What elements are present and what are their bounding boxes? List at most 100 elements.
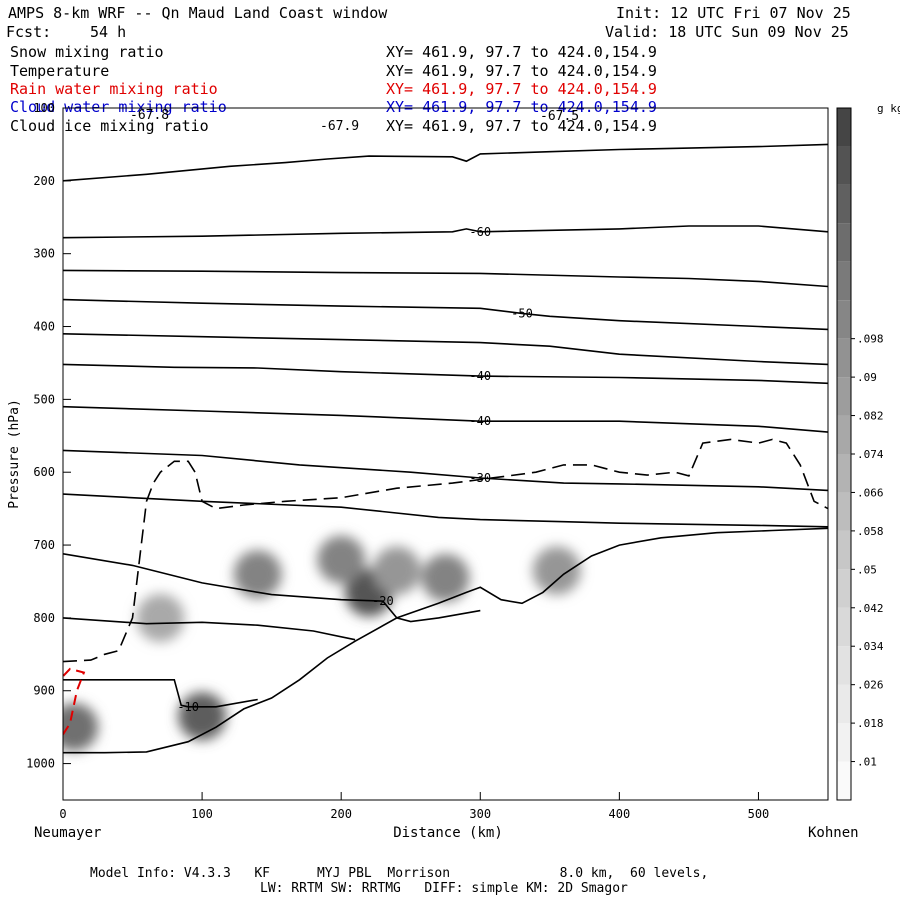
colorbar-swatch-0 <box>837 761 851 800</box>
temperature-contour-5 <box>63 363 828 385</box>
colorbar-tick-label-1: .018 <box>857 717 884 730</box>
temperature-contour-0 <box>63 143 828 182</box>
colorbar-swatch-17 <box>837 108 851 147</box>
colorbar-unit: g kg⁻¹ <box>877 102 900 115</box>
forecast-hour: 54 h <box>90 23 127 41</box>
chart-title: AMPS 8-km WRF -- Qn Maud Land Coast wind… <box>8 4 388 22</box>
rain-dashed-contour <box>63 667 86 735</box>
colorbar-tick-label-7: .066 <box>857 486 884 499</box>
temperature-contour-8 <box>63 493 828 528</box>
field-name-rain: Rain water mixing ratio <box>10 80 218 98</box>
temperature-contour-9 <box>63 553 481 623</box>
y-axis-label: Pressure (hPa) <box>7 399 22 509</box>
left-endpoint-label: Neumayer <box>34 825 101 841</box>
contour-label-7: -30 <box>469 471 491 485</box>
field-name-cloud-water: Cloud water mixing ratio <box>10 98 227 116</box>
cloud-ice-shade-3 <box>136 593 185 642</box>
temperature-contour-7 <box>63 449 828 492</box>
x-axis-label: Distance (km) <box>393 825 503 841</box>
colorbar-tick-label-2: .026 <box>857 679 884 692</box>
contour-label-top-right: -67.5 <box>540 109 580 124</box>
colorbar-tick-label-8: .074 <box>857 448 884 461</box>
x-tick-label-300: 300 <box>469 807 491 821</box>
contour-label-1: -60 <box>469 225 491 239</box>
temperature-contour-11 <box>63 678 258 708</box>
colorbar-tick-label-9: .082 <box>857 410 884 423</box>
colorbar-swatch-5 <box>837 569 851 608</box>
colorbar-tick-label-4: .042 <box>857 602 884 615</box>
cloud-ice-shade-5 <box>317 535 366 584</box>
valid-time: Valid: 18 UTC Sun 09 Nov 25 <box>605 23 849 41</box>
model-info-line2: LW: RRTM SW: RRTMG DIFF: simple KM: 2D S… <box>260 881 628 896</box>
snow-dashed-contour <box>63 438 828 663</box>
plot-frame <box>62 107 829 801</box>
field-xy-cloud-ice: XY= 461.9, 97.7 to 424.0,154.9 <box>386 117 657 135</box>
x-tick-label-100: 100 <box>191 807 213 821</box>
y-tick-label-300: 300 <box>33 247 55 261</box>
colorbar-tick-label-11: .098 <box>857 333 884 346</box>
colorbar-tick-label-5: .05 <box>857 563 877 576</box>
field-xy-snow: XY= 461.9, 97.7 to 424.0,154.9 <box>386 43 657 61</box>
x-tick-label-500: 500 <box>748 807 770 821</box>
y-tick-label-500: 500 <box>33 392 55 406</box>
model-info-line1: Model Info: V4.3.3 KF MYJ PBL Morrison 8… <box>90 866 709 881</box>
colorbar-swatch-2 <box>837 684 851 724</box>
y-tick-label-1000: 1000 <box>26 757 55 771</box>
field-name-snow: Snow mixing ratio <box>10 43 164 61</box>
colorbar-swatch-9 <box>837 415 851 454</box>
colorbar-swatch-10 <box>837 377 851 416</box>
cloud-ice-shade-6 <box>372 546 421 595</box>
x-tick-label-400: 400 <box>609 807 631 821</box>
terrain-line <box>63 527 828 754</box>
cloud-ice-shade-2 <box>233 550 282 599</box>
colorbar-tick-label-3: .034 <box>857 640 884 653</box>
colorbar-swatch-12 <box>837 300 851 339</box>
forecast-label: Fcst: <box>6 23 52 41</box>
contour-label-3: -50 <box>511 306 533 320</box>
colorbar-swatch-13 <box>837 261 851 301</box>
temperature-contour-6 <box>63 405 828 433</box>
temperature-contour-1 <box>63 225 828 239</box>
cloud-ice-shade-8 <box>532 546 581 595</box>
colorbar-swatch-7 <box>837 492 851 531</box>
colorbar-swatch-14 <box>837 223 851 262</box>
colorbar-swatch-11 <box>837 338 851 378</box>
temperature-contour-3 <box>63 298 828 331</box>
cloud-ice-shade-7 <box>421 553 470 602</box>
y-tick-label-700: 700 <box>33 538 55 552</box>
y-tick-label-600: 600 <box>33 465 55 479</box>
init-time: Init: 12 UTC Fri 07 Nov 25 <box>616 4 851 22</box>
colorbar-tick-label-0: .01 <box>857 756 877 769</box>
colorbar-swatch-6 <box>837 530 851 570</box>
field-xy-temperature: XY= 461.9, 97.7 to 424.0,154.9 <box>386 62 657 80</box>
contour-label-11: -10 <box>177 700 199 714</box>
cloud-ice-shade-0 <box>63 703 99 752</box>
colorbar-swatch-8 <box>837 454 851 493</box>
contour-label-5: -40 <box>469 369 491 383</box>
colorbar-swatch-3 <box>837 646 851 685</box>
field-xy-cloud-water: XY= 461.9, 97.7 to 424.0,154.9 <box>386 98 657 116</box>
y-tick-label-400: 400 <box>33 320 55 334</box>
x-tick-label-200: 200 <box>330 807 352 821</box>
colorbar-swatch-4 <box>837 607 851 647</box>
y-tick-label-200: 200 <box>33 174 55 188</box>
field-name-cloud-ice: Cloud ice mixing ratio <box>10 117 209 135</box>
contour-label-9: -20 <box>372 594 394 608</box>
colorbar-swatch-1 <box>837 723 851 762</box>
y-tick-label-800: 800 <box>33 611 55 625</box>
field-xy-rain: XY= 461.9, 97.7 to 424.0,154.9 <box>386 80 657 98</box>
temperature-contour-2 <box>63 269 828 288</box>
temperature-contour-10 <box>63 617 356 641</box>
contour-label-6: -40 <box>469 414 491 428</box>
x-tick-label-0: 0 <box>59 807 66 821</box>
colorbar-tick-label-10: .09 <box>857 371 877 384</box>
colorbar-tick-label-6: .058 <box>857 525 884 538</box>
temperature-contour-4 <box>63 333 828 366</box>
y-tick-label-100: 100 <box>33 101 55 115</box>
right-endpoint-label: Kohnen <box>808 825 859 841</box>
y-tick-label-900: 900 <box>33 684 55 698</box>
field-name-temperature: Temperature <box>10 62 110 80</box>
colorbar-swatch-16 <box>837 146 851 185</box>
contour-label-top-mid: -67.9 <box>320 119 360 134</box>
